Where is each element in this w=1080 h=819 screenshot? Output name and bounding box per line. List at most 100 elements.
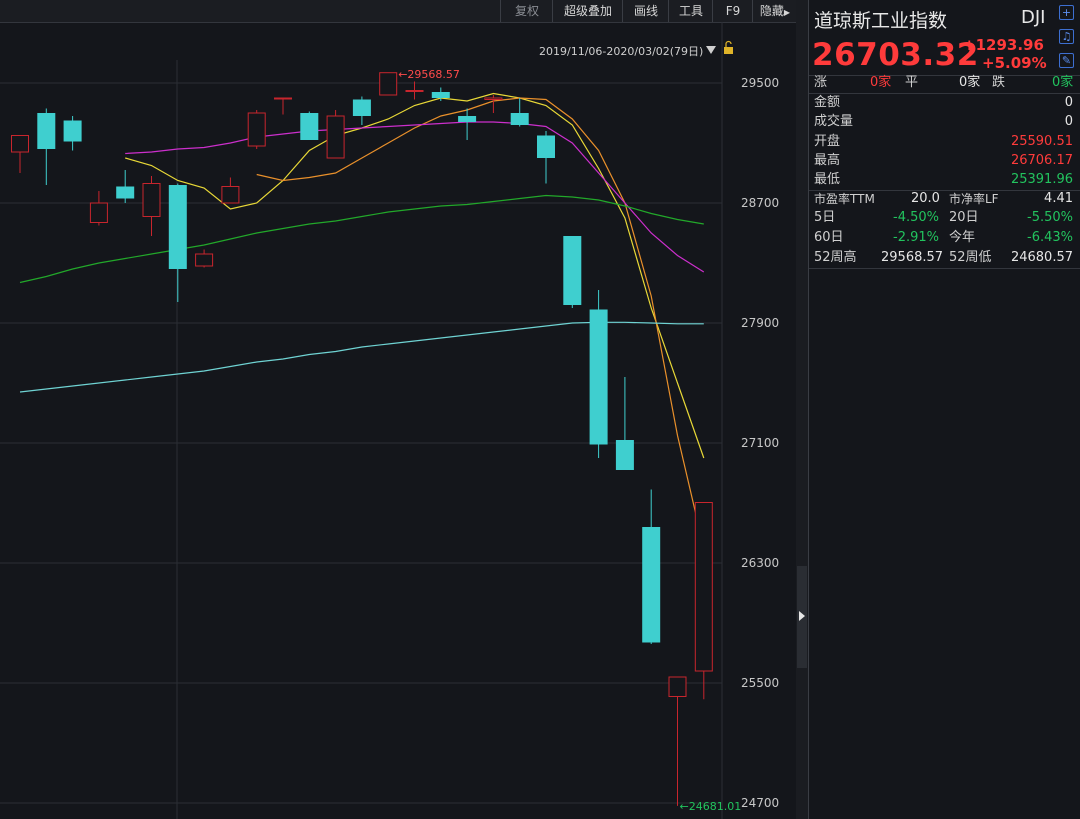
pe-label: 市盈率TTM (814, 192, 875, 206)
super-overlay-button[interactable]: 超级叠加 (552, 0, 623, 22)
candle-body (89, 202, 108, 223)
candle-body (168, 185, 187, 269)
period-row-2: 60日 -2.91% 今年 -6.43% (809, 228, 1080, 248)
candle-body (537, 135, 555, 158)
candle-body (274, 97, 292, 100)
candle-body (615, 440, 634, 470)
y-tick-label: 24700 (741, 796, 779, 810)
index-code: DJI (1021, 7, 1046, 28)
low-annotation: ←24681.01 (680, 800, 742, 813)
dropdown-triangle-icon[interactable] (706, 46, 716, 54)
w52l-label: 52周低 (949, 250, 992, 265)
bell-icon[interactable]: ♫ (1059, 29, 1074, 44)
d5-label: 5日 (814, 210, 836, 225)
panel-border (808, 0, 809, 819)
quote-panel: 道琼斯工业指数 DJI + ♫ ✎ 26703.32 +1293.96 +5.0… (809, 0, 1080, 819)
draw-line-button[interactable]: 画线 (622, 0, 669, 22)
f9-button[interactable]: F9 (712, 0, 753, 22)
chevron-right-icon (799, 611, 805, 621)
ytd-value: -6.43% (1027, 230, 1073, 245)
low-value: 25391.96 (1010, 172, 1073, 187)
candle-body (668, 676, 687, 697)
candle-body (195, 253, 214, 267)
d60-value: -2.91% (893, 230, 939, 245)
candle-body (300, 113, 319, 140)
chart-toolbar: 复权 超级叠加 画线 工具 F9 隐藏▶ (0, 0, 796, 23)
ytd-label: 今年 (949, 230, 976, 245)
open-row: 开盘 25590.51 (809, 132, 1080, 152)
candle-body (142, 183, 161, 217)
high-label: 最高 (814, 153, 841, 168)
w52h-label: 52周高 (814, 250, 857, 265)
down-count: 0家 (1052, 75, 1074, 90)
candle-body (11, 135, 29, 153)
plus-icon[interactable]: + (1059, 5, 1074, 20)
volume-label: 成交量 (814, 114, 854, 129)
candle-body (116, 186, 135, 199)
lock-shackle-icon (725, 40, 732, 47)
pb-label: 市净率LF (949, 192, 999, 206)
divider (809, 75, 1080, 76)
candle-body (247, 112, 266, 147)
candle-body (431, 92, 450, 98)
candle-body (589, 309, 608, 445)
d5-value: -4.50% (893, 210, 939, 225)
chart-grid: 29500 28700 27900 27100 26300 25500 24700 (0, 22, 779, 819)
candle-body (221, 186, 240, 204)
y-tick-label: 29500 (741, 76, 779, 90)
pb-value: 4.41 (1044, 191, 1073, 206)
candlestick-chart[interactable]: 29500 28700 27900 27100 26300 25500 24700 ←295… (0, 0, 796, 819)
candle-body (352, 99, 371, 116)
d20-label: 20日 (949, 210, 979, 225)
index-name: 道琼斯工业指数 (814, 10, 948, 32)
candle-body (379, 72, 398, 96)
tools-button[interactable]: 工具 (668, 0, 713, 22)
y-tick-label: 26300 (741, 556, 779, 570)
candle-body (510, 113, 529, 125)
triangle-right-icon: ▶ (783, 8, 791, 17)
period-row-1: 5日 -4.50% 20日 -5.50% (809, 208, 1080, 228)
d60-label: 60日 (814, 230, 844, 245)
d20-value: -5.50% (1027, 210, 1073, 225)
candle-body (37, 113, 56, 149)
volume-value: 0 (1064, 114, 1073, 129)
hide-label: 隐藏 (759, 4, 784, 18)
up-count: 0家 (870, 75, 892, 90)
valuation-row: 市盈率TTM 20.0 市净率LF 4.41 (809, 189, 1080, 209)
price-change: +1293.96 (963, 36, 1044, 54)
open-value: 25590.51 (1010, 134, 1073, 149)
breadth-row: 涨 0家 平 0家 跌 0家 (809, 73, 1080, 93)
amount-label: 金额 (814, 95, 841, 110)
lock-icon[interactable] (724, 47, 733, 54)
low-row: 最低 25391.96 (809, 170, 1080, 190)
w52l-value: 24680.57 (1010, 250, 1073, 265)
restore-rights-button[interactable]: 复权 (500, 0, 553, 22)
candle-body (563, 236, 582, 305)
hide-button[interactable]: 隐藏▶ (752, 0, 797, 22)
candle-body (63, 120, 82, 142)
panel-divider (796, 0, 808, 819)
open-label: 开盘 (814, 134, 841, 149)
amount-value: 0 (1064, 95, 1073, 110)
divider (809, 190, 1080, 191)
w52h-value: 29568.57 (881, 250, 944, 265)
flat-count: 0家 (959, 75, 981, 90)
moving-averages (19, 92, 705, 549)
price-change-percent: +5.09% (982, 54, 1047, 72)
up-label: 涨 (814, 75, 828, 90)
ma-line (19, 194, 704, 284)
candle-body (326, 115, 345, 159)
edit-icon[interactable]: ✎ (1059, 53, 1074, 68)
high-value: 26706.17 (1010, 153, 1073, 168)
candles (11, 72, 713, 806)
candle-body (458, 116, 477, 122)
date-range-label: 2019/11/06-2020/03/02(79日) (539, 45, 703, 58)
candle-body (484, 97, 503, 100)
candle-body (405, 90, 424, 92)
volume-row: 成交量 0 (809, 112, 1080, 132)
flat-label: 平 (905, 75, 919, 90)
divider (809, 93, 1080, 94)
chart-labels: ←29568.57 ←24681.01 (398, 68, 741, 813)
high-annotation: ←29568.57 (398, 68, 460, 81)
candle-body (694, 502, 713, 672)
